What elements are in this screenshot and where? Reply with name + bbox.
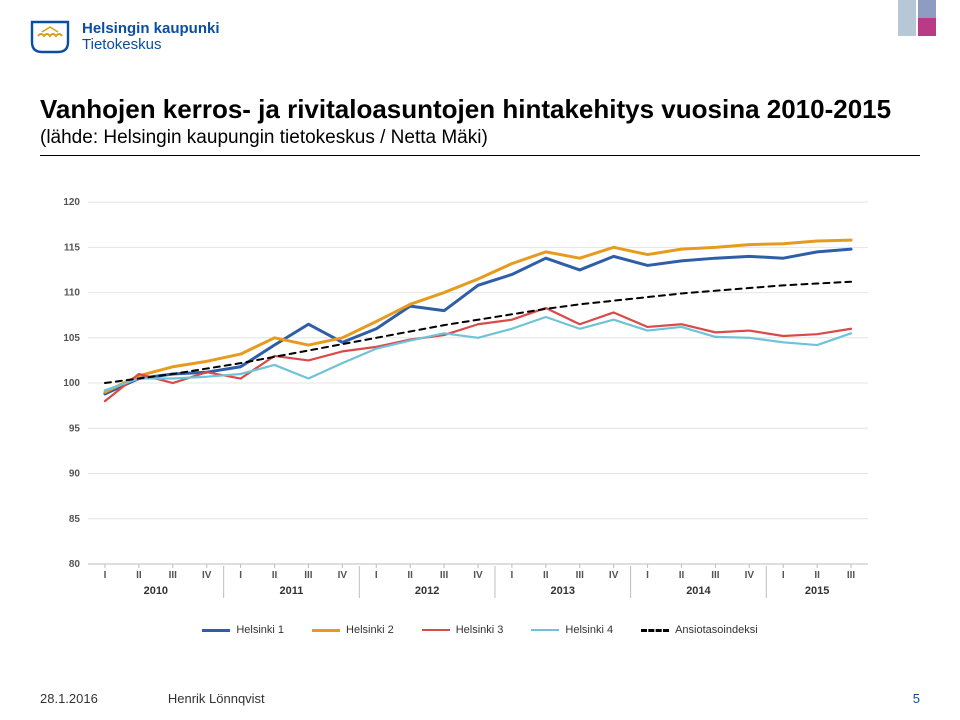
svg-text:II: II	[407, 570, 413, 581]
svg-text:105: 105	[63, 333, 80, 344]
legend-item: Helsinki 4	[531, 624, 613, 636]
svg-text:110: 110	[64, 288, 81, 299]
footer-page-number: 5	[913, 691, 920, 706]
svg-text:III: III	[440, 570, 449, 581]
legend-item: Helsinki 2	[312, 624, 394, 636]
header: Helsingin kaupunki Tietokeskus	[0, 0, 960, 64]
svg-text:IV: IV	[609, 570, 619, 581]
svg-text:II: II	[814, 570, 820, 581]
svg-text:100: 100	[63, 378, 80, 389]
svg-text:IV: IV	[473, 570, 483, 581]
svg-text:IV: IV	[202, 570, 212, 581]
svg-text:2013: 2013	[551, 585, 575, 597]
svg-text:II: II	[272, 570, 278, 581]
svg-text:95: 95	[69, 423, 81, 434]
svg-text:IV: IV	[745, 570, 755, 581]
svg-text:80: 80	[69, 559, 81, 570]
svg-text:II: II	[679, 570, 685, 581]
svg-text:I: I	[782, 570, 785, 581]
svg-text:85: 85	[69, 514, 81, 525]
svg-text:115: 115	[64, 242, 81, 253]
footer: 28.1.2016 Henrik Lönnqvist 5	[40, 691, 920, 706]
page-subtitle: (lähde: Helsingin kaupungin tietokeskus …	[40, 127, 920, 149]
svg-text:III: III	[847, 570, 856, 581]
svg-text:I: I	[511, 570, 514, 581]
legend-item: Ansiotasoindeksi	[641, 624, 758, 636]
decorative-squares	[896, 0, 936, 18]
svg-text:III: III	[304, 570, 313, 581]
footer-author: Henrik Lönnqvist	[168, 691, 265, 706]
svg-text:III: III	[711, 570, 720, 581]
svg-text:I: I	[646, 570, 649, 581]
svg-text:III: III	[169, 570, 178, 581]
svg-text:90: 90	[69, 469, 81, 480]
svg-text:I: I	[239, 570, 242, 581]
svg-text:2012: 2012	[415, 585, 439, 597]
svg-text:II: II	[543, 570, 549, 581]
chart-legend: Helsinki 1 Helsinki 2 Helsinki 3 Helsinki 4…	[40, 624, 920, 636]
svg-text:2014: 2014	[686, 585, 711, 597]
org-name-1: Helsingin kaupunki	[82, 21, 220, 38]
footer-date: 28.1.2016	[40, 691, 98, 706]
svg-text:2010: 2010	[144, 585, 168, 597]
helsinki-logo-icon	[28, 18, 72, 56]
svg-text:2015: 2015	[805, 585, 829, 597]
title-rule	[40, 155, 920, 156]
org-name-2: Tietokeskus	[82, 37, 220, 54]
page-title: Vanhojen kerros- ja rivitaloasuntojen hi…	[40, 94, 920, 125]
legend-item: Helsinki 3	[422, 624, 504, 636]
svg-text:2011: 2011	[280, 585, 304, 597]
svg-text:IV: IV	[338, 570, 348, 581]
legend-item: Helsinki 1	[202, 624, 284, 636]
svg-text:II: II	[136, 570, 142, 581]
svg-text:120: 120	[63, 197, 80, 208]
svg-text:III: III	[576, 570, 585, 581]
svg-text:I: I	[375, 570, 378, 581]
price-index-chart: 80859095100105110115120IIIIIIIVIIIIIIIVI…	[40, 174, 888, 620]
svg-text:I: I	[104, 570, 107, 581]
